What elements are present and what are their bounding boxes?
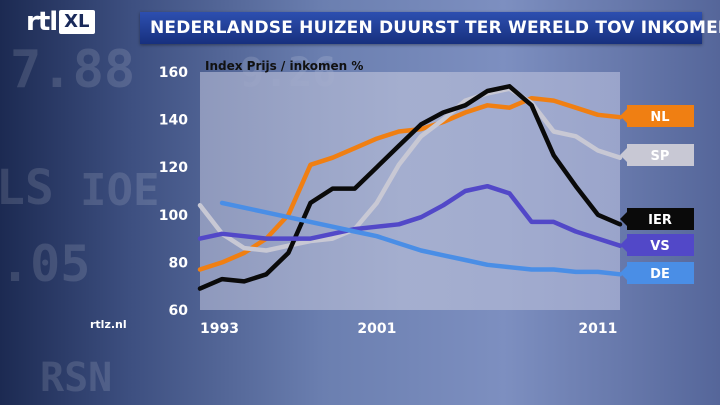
y-axis-title: Index Prijs / inkomen %: [205, 59, 363, 73]
legend-text: VS: [650, 239, 669, 254]
x-tick-label: 1993: [200, 321, 239, 337]
series-lines: [197, 84, 623, 291]
y-tick-label: 60: [169, 303, 189, 319]
series-line-ier: [197, 84, 623, 291]
x-tick-label: 2001: [357, 321, 396, 337]
x-tick-label: 2011: [578, 321, 617, 337]
series-line-de: [219, 200, 623, 277]
legend-label-sp: SP: [620, 144, 694, 166]
legend-swatch: [627, 144, 694, 166]
legend-pointer: [620, 237, 628, 253]
series-line-sp: [197, 86, 623, 253]
logo-rtl-text: rtl: [26, 7, 58, 37]
ticker-text: RSN: [40, 355, 113, 401]
page-title: NEDERLANDSE HUIZEN DUURST TER WERELD TOV…: [150, 18, 720, 38]
legend-pointer: [620, 211, 628, 227]
rtlxl-logo: rtl XL: [26, 8, 95, 36]
series-legend-labels: NL SP IER VS DE: [620, 105, 694, 284]
y-tick-label: 80: [169, 255, 189, 271]
legend-label-ier: IER: [620, 208, 694, 230]
series-line-nl: [197, 95, 623, 272]
legend-label-de: DE: [620, 262, 694, 284]
legend-pointer: [620, 108, 628, 124]
legend-swatch: [627, 208, 694, 230]
ticker-text: LS: [0, 160, 54, 216]
y-tick-label: 160: [159, 65, 188, 81]
legend-text: IER: [648, 213, 672, 228]
y-tick-label: 120: [159, 160, 188, 176]
ticker-text: 7.88: [10, 40, 136, 100]
y-tick-label: 100: [159, 208, 188, 224]
legend-text: NL: [650, 110, 669, 125]
ticker-text: IOE: [80, 165, 160, 216]
legend-label-nl: NL: [620, 105, 694, 127]
ticker-text: .05: [0, 235, 91, 293]
source-label: rtlz.nl: [90, 318, 127, 331]
legend-swatch: [627, 234, 694, 256]
legend-label-vs: VS: [620, 234, 694, 256]
x-axis-ticks: 1993 2001 2011: [200, 321, 617, 337]
legend-pointer: [620, 147, 628, 163]
title-bar: NEDERLANDSE HUIZEN DUURST TER WERELD TOV…: [140, 12, 720, 44]
legend-text: DE: [650, 267, 670, 282]
legend-pointer: [620, 265, 628, 281]
series-line-vs: [197, 183, 623, 248]
logo-xl-badge: XL: [59, 10, 95, 34]
y-tick-label: 140: [159, 113, 188, 129]
y-axis-ticks: 60 80 100 120 140 160: [159, 65, 188, 319]
legend-swatch: [627, 262, 694, 284]
legend-text: SP: [651, 149, 670, 164]
legend-swatch: [627, 105, 694, 127]
